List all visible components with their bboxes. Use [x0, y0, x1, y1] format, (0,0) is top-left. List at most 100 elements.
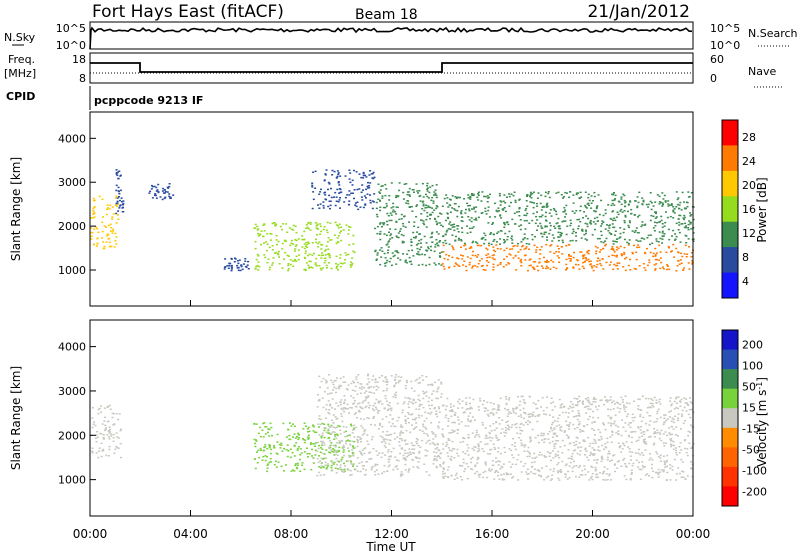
echo-cell: [120, 428, 123, 430]
echo-cell: [262, 235, 265, 238]
echo-cell: [330, 392, 333, 394]
echo-cell: [586, 225, 589, 228]
echo-cell: [460, 212, 463, 215]
echo-cell: [422, 392, 425, 395]
echo-cell: [418, 452, 421, 454]
echo-cell: [655, 240, 658, 242]
echo-cell: [489, 412, 492, 415]
echo-cell: [431, 231, 434, 234]
x-tick-label: 12:00: [374, 527, 409, 541]
echo-cell: [350, 463, 353, 465]
echo-cell: [557, 236, 560, 238]
echo-cell: [531, 457, 534, 459]
echo-cell: [96, 431, 99, 433]
echo-cell: [504, 426, 507, 429]
echo-cell: [390, 425, 393, 427]
echo-cell: [324, 174, 327, 176]
echo-cell: [557, 462, 560, 464]
echo-cell: [567, 407, 570, 410]
echo-cell: [331, 381, 334, 384]
echo-cell: [259, 435, 262, 438]
echo-cell: [407, 411, 410, 414]
echo-cell: [525, 242, 528, 245]
echo-cell: [293, 470, 296, 472]
echo-cell: [121, 211, 124, 213]
echo-cell: [404, 384, 407, 387]
echo-cell: [637, 240, 640, 242]
echo-cell: [396, 468, 399, 470]
echo-cell: [606, 441, 609, 443]
velocity-colorbar-label: Velocity [m s-1]: [755, 377, 770, 467]
echo-cell: [308, 453, 311, 455]
echo-cell: [97, 412, 100, 415]
echo-cell: [428, 404, 431, 407]
echo-cell: [332, 451, 335, 453]
echo-cell: [316, 223, 319, 225]
time-axis: 00:00 04:00 08:00 12:00 16:00 20:00 00:00: [73, 300, 710, 541]
echo-cell: [360, 176, 363, 179]
echo-cell: [438, 222, 441, 224]
colorbar-swatch: [722, 388, 738, 409]
echo-cell: [680, 476, 683, 478]
echo-cell: [353, 428, 356, 431]
echo-cell: [386, 252, 389, 254]
echo-cell: [406, 443, 409, 445]
echo-cell: [91, 450, 94, 452]
echo-cell: [594, 245, 597, 248]
echo-cell: [484, 443, 487, 445]
echo-cell: [635, 440, 638, 442]
echo-cell: [415, 422, 418, 424]
echo-cell: [523, 450, 526, 452]
echo-cell: [484, 239, 487, 241]
echo-cell: [629, 477, 632, 480]
echo-cell: [486, 401, 489, 403]
echo-cell: [607, 399, 610, 402]
echo-cell: [528, 451, 531, 454]
echo-cell: [519, 248, 522, 251]
echo-cell: [327, 205, 330, 208]
echo-cell: [585, 405, 588, 408]
echo-cell: [475, 434, 478, 436]
echo-cell: [294, 463, 297, 465]
echo-cell: [545, 476, 548, 479]
echo-cell: [616, 268, 619, 270]
echo-cell: [613, 454, 616, 456]
echo-cell: [444, 239, 447, 242]
echo-cell: [339, 464, 342, 466]
echo-cell: [303, 243, 306, 245]
echo-cell: [315, 431, 318, 434]
echo-cell: [638, 246, 641, 248]
echo-cell: [499, 248, 502, 250]
echo-cell: [384, 438, 387, 440]
echo-cell: [254, 240, 257, 243]
echo-cell: [307, 436, 309, 438]
echo-cell: [411, 210, 414, 212]
echo-cell: [404, 419, 407, 421]
echo-cell: [328, 447, 331, 450]
echo-cell: [564, 464, 567, 467]
echo-cell: [666, 418, 669, 420]
echo-cell: [119, 199, 121, 202]
echo-cell: [662, 455, 665, 457]
echo-cell: [451, 245, 454, 247]
echo-cell: [423, 432, 426, 435]
echo-cell: [387, 458, 390, 461]
echo-cell: [96, 436, 99, 438]
echo-cell: [665, 251, 668, 254]
echo-cell: [574, 475, 577, 478]
echo-cell: [474, 264, 477, 267]
echo-cell: [485, 260, 488, 262]
echo-cell: [268, 444, 271, 446]
echo-cell: [526, 423, 529, 426]
echo-cell: [572, 441, 575, 444]
echo-cell: [374, 378, 377, 380]
echo-cell: [596, 458, 599, 461]
echo-cell: [491, 408, 494, 411]
echo-cell: [504, 407, 506, 410]
echo-cell: [326, 393, 329, 395]
echo-cell: [115, 412, 118, 415]
echo-cell: [391, 418, 394, 420]
echo-cell: [663, 225, 666, 227]
echo-cell: [683, 226, 686, 229]
echo-cell: [459, 211, 462, 214]
